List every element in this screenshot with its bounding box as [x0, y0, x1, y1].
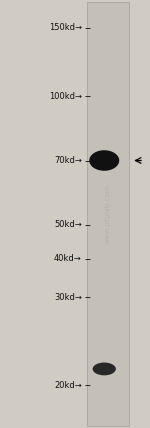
Text: 30kd→: 30kd→: [54, 293, 82, 302]
Text: 40kd→: 40kd→: [54, 254, 82, 264]
Text: 100kd→: 100kd→: [49, 92, 82, 101]
Bar: [87, 2, 129, 426]
Ellipse shape: [93, 363, 116, 375]
Text: 150kd→: 150kd→: [49, 23, 82, 33]
Ellipse shape: [89, 150, 119, 171]
Text: 20kd→: 20kd→: [54, 380, 82, 390]
Text: 50kd→: 50kd→: [54, 220, 82, 229]
Text: www.ptglab.com: www.ptglab.com: [105, 184, 111, 244]
Text: 70kd→: 70kd→: [54, 156, 82, 165]
